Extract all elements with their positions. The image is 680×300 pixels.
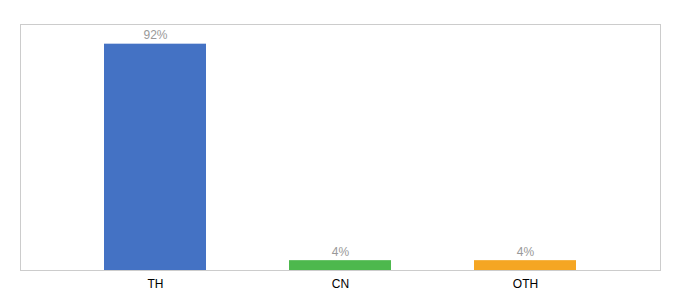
svg-text:TH: TH — [148, 277, 164, 291]
svg-text:4%: 4% — [517, 245, 535, 259]
svg-text:OTH: OTH — [513, 277, 538, 291]
svg-text:CN: CN — [332, 277, 349, 291]
svg-text:4%: 4% — [332, 245, 350, 259]
svg-text:92%: 92% — [143, 28, 167, 42]
